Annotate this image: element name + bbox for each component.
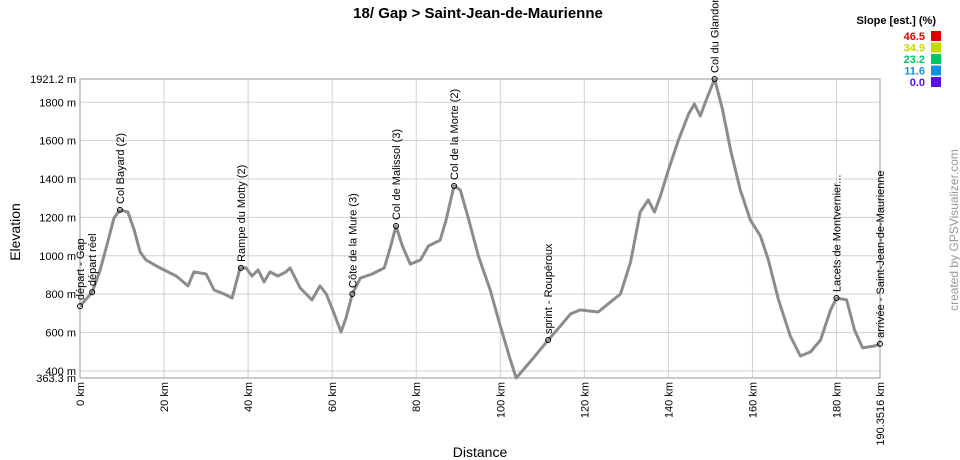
x-tick-label: 60 km: [327, 382, 339, 412]
waypoint-label: départ réel: [87, 233, 99, 286]
y-axis-label: Elevation: [7, 203, 23, 261]
x-tick-label: 0 km: [75, 382, 87, 406]
y-tick-label: 1400 m: [39, 174, 76, 186]
legend-swatch: [931, 31, 941, 41]
waypoint: [237, 264, 244, 271]
legend-label: 11.6: [904, 66, 925, 78]
elevation-line: [78, 77, 881, 380]
legend-title: Slope [est.] (%): [857, 15, 937, 27]
waypoint-label: Lacets de Montvernier...: [831, 175, 843, 292]
y-tick-label: 400 m: [45, 366, 76, 378]
legend-swatch: [931, 65, 941, 76]
waypoint: [116, 206, 123, 213]
x-tick-label: 160 km: [747, 382, 759, 418]
x-tick-label: 20 km: [159, 382, 171, 412]
legend-swatch: [931, 42, 941, 53]
y-tick-label: 1200 m: [39, 212, 76, 224]
waypoint: [89, 289, 96, 296]
waypoint-label: Col de la Morte (2): [449, 89, 461, 180]
waypoint: [349, 290, 356, 297]
waypoint-label: Col de Malissol (3): [391, 129, 403, 220]
waypoint: [77, 303, 83, 310]
legend-label: 23.2: [904, 54, 925, 66]
x-tick-label: 40 km: [243, 382, 255, 412]
x-tick-label: 120 km: [579, 382, 591, 418]
waypoint-label: départ - Gap: [75, 238, 87, 300]
waypoint-label: Col du Glandon: [710, 0, 722, 73]
y-tick-label: 1921.2 m: [30, 74, 76, 86]
y-tick-label: 1800 m: [39, 97, 76, 109]
waypoint: [545, 337, 552, 344]
waypoint-label: Rampe du Motty (2): [236, 165, 248, 262]
legend-swatch: [931, 54, 941, 64]
waypoint-label: Col Bayard (2): [115, 133, 127, 204]
waypoint: [451, 182, 458, 189]
y-tick-label: 1600 m: [39, 136, 76, 148]
x-tick-label: 190.3516 km: [875, 382, 887, 446]
y-tick-label: 363.3 m: [36, 373, 76, 385]
x-tick-label: 140 km: [663, 382, 675, 418]
waypoint: [711, 76, 718, 82]
legend-label: 46.5: [904, 31, 925, 43]
waypoint-label: arrivée - Saint-Jean-de-Maurienne: [875, 170, 887, 338]
x-tick-label: 180 km: [831, 382, 843, 418]
waypoint: [877, 340, 883, 347]
credit: created by GPSVisualizer.com: [947, 149, 960, 311]
waypoint: [393, 223, 400, 230]
waypoint-label: Côte de la Mure (3): [347, 193, 359, 288]
legend-label: 34.9: [904, 43, 925, 55]
waypoint-label: sprint - Roupéroux: [543, 243, 555, 334]
chart-title: 18/ Gap > Saint-Jean-de-Maurienne: [353, 5, 603, 22]
waypoint: [833, 295, 840, 302]
x-tick-label: 100 km: [495, 382, 507, 418]
x-tick-label: 80 km: [411, 382, 423, 412]
y-tick-label: 600 m: [45, 328, 76, 340]
plot-frame: [79, 78, 881, 379]
x-axis-label: Distance: [453, 444, 508, 460]
y-tick-label: 1000 m: [39, 251, 76, 263]
legend-label: 0.0: [910, 77, 925, 89]
legend-swatch: [931, 77, 941, 87]
y-tick-label: 800 m: [45, 289, 76, 301]
